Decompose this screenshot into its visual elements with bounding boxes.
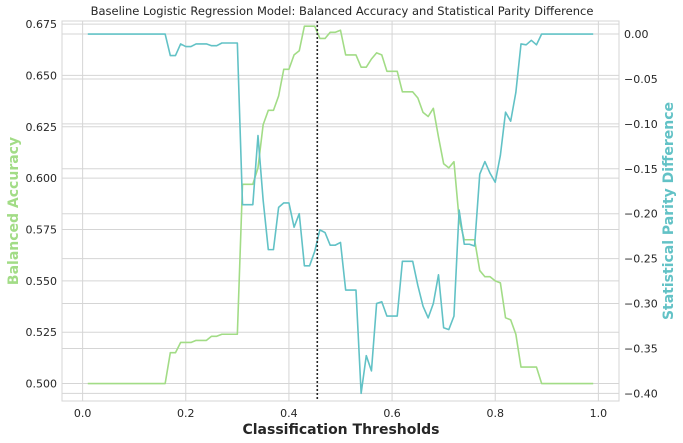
left-y-tick-label: 0.500 [26, 378, 58, 391]
left-y-tick-label: 0.625 [26, 121, 58, 134]
plot-border [61, 20, 620, 402]
right-y-tick-label: −0.40 [624, 387, 658, 400]
x-tick-label: 1.0 [590, 407, 608, 420]
right-y-tick-label: −0.05 [624, 73, 658, 86]
balanced-accuracy-line [87, 25, 594, 385]
right-y-tick-label: −0.30 [624, 298, 658, 311]
right-y-tick-label: 0.00 [624, 28, 649, 41]
left-y-tick-label: 0.650 [26, 69, 58, 82]
chart-title: Baseline Logistic Regression Model: Bala… [91, 4, 594, 18]
right-y-tick-label: −0.15 [624, 163, 658, 176]
left-y-tick-label: 0.600 [26, 172, 58, 185]
x-tick-label: 0.0 [74, 407, 92, 420]
right-y-axis-label: Statistical Parity Difference [661, 102, 677, 320]
left-y-tick-label: 0.575 [26, 223, 58, 236]
left-y-tick-label: 0.550 [26, 275, 58, 288]
plot-frame [61, 20, 620, 402]
right-y-tick-label: −0.35 [624, 342, 658, 355]
x-tick-label: 0.8 [486, 407, 504, 420]
series-layer [87, 25, 594, 395]
x-tick-label: 0.2 [177, 407, 195, 420]
left-y-axis-label: Balanced Accuracy [6, 137, 22, 285]
grid [62, 21, 619, 401]
right-y-tick-label: −0.20 [624, 208, 658, 221]
right-y-tick-label: −0.25 [624, 253, 658, 266]
right-y-axis-ticks: −0.40 −0.35 −0.30 −0.25 −0.20 −0.15 −0.10 −0.05… [624, 28, 658, 400]
x-tick-label: 0.6 [383, 407, 401, 420]
left-y-tick-label: 0.675 [26, 18, 58, 31]
right-y-tick-label: −0.10 [624, 118, 658, 131]
x-axis-label: Classification Thresholds [242, 422, 439, 438]
left-y-axis-ticks: 0.500 0.525 0.550 0.575 0.600 0.625 0.650 0.675 [26, 18, 58, 390]
statistical-parity-line [87, 33, 594, 395]
x-tick-label: 0.4 [280, 407, 298, 420]
x-axis-ticks: 0.0 0.2 0.4 0.6 0.8 1.0 [74, 407, 607, 420]
left-y-tick-label: 0.525 [26, 326, 58, 339]
